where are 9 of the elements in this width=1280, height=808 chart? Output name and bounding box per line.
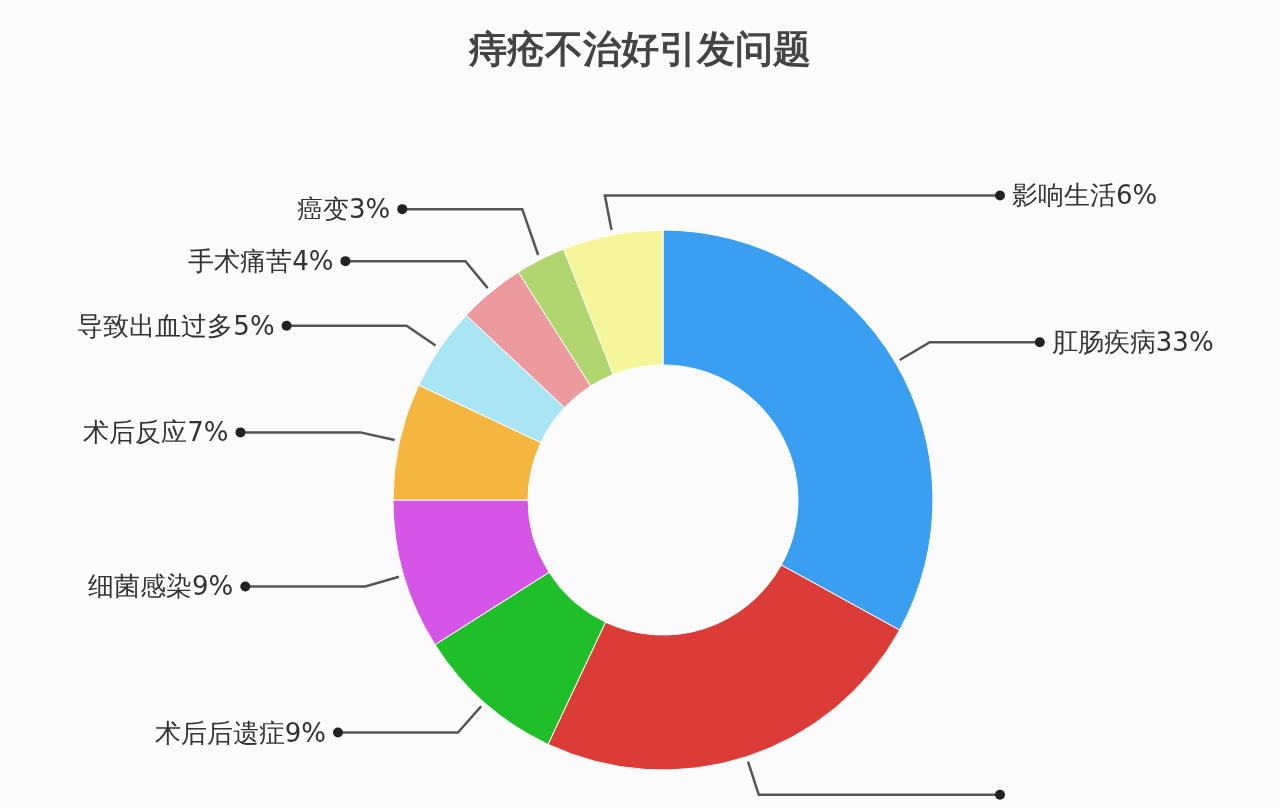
slice-label: 术后反应7% [83, 417, 229, 448]
chart-title: 痔疮不治好引发问题 [468, 27, 811, 71]
slice-label: 癌变3% [297, 194, 391, 225]
slice-label: 细菌感染9% [88, 571, 234, 602]
slice-label: 手术痛苦4% [188, 246, 334, 277]
slice-label: 导致出血过多5% [77, 310, 275, 341]
slice-label: 术后后遗症9% [154, 717, 326, 748]
slice-label: 肛肠疾病33% [1051, 327, 1214, 358]
slice-label: 影响生活6% [1012, 180, 1158, 211]
